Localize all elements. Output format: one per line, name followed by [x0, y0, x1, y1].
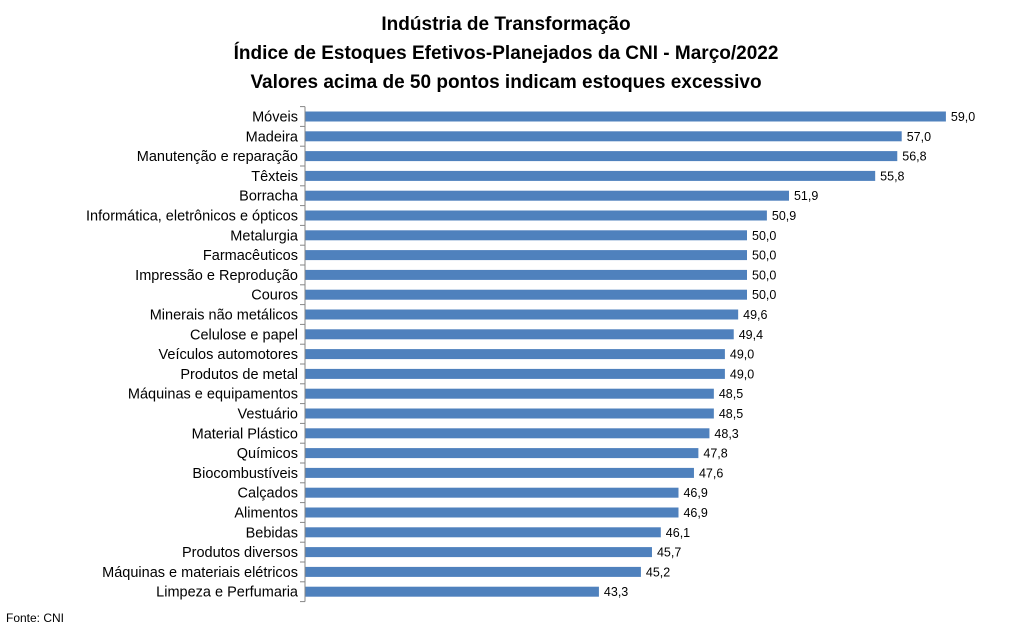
bar-18 — [305, 467, 694, 478]
bars-layer — [305, 111, 946, 597]
bar-8 — [305, 269, 747, 280]
category-label: Metalurgia — [230, 228, 299, 244]
category-label: Impressão e Reprodução — [135, 268, 298, 284]
value-label: 46,1 — [666, 526, 690, 540]
source-note: Fonte: CNI — [6, 611, 65, 625]
value-label: 46,9 — [683, 506, 707, 520]
value-label: 47,8 — [703, 447, 727, 461]
bar-4 — [305, 190, 789, 201]
category-label: Máquinas e equipamentos — [128, 387, 298, 403]
category-label: Manutenção e reparação — [137, 149, 298, 165]
bar-21 — [305, 527, 661, 538]
value-label: 43,3 — [604, 585, 628, 599]
bar-3 — [305, 170, 876, 181]
bar-20 — [305, 507, 679, 518]
category-label: Alimentos — [234, 506, 298, 522]
value-label: 49,6 — [743, 308, 767, 322]
category-label: Material Plástico — [192, 426, 298, 442]
bar-6 — [305, 230, 747, 241]
chart-title-line-2: Índice de Estoques Efetivos-Planejados d… — [233, 43, 779, 64]
value-label: 47,6 — [699, 466, 723, 480]
bar-0 — [305, 111, 946, 122]
value-label: 50,0 — [752, 229, 776, 243]
value-label: 45,2 — [646, 565, 670, 579]
value-label: 50,0 — [752, 268, 776, 282]
category-label: Biocombustíveis — [192, 466, 298, 482]
category-label: Veículos automotores — [159, 347, 298, 363]
bar-11 — [305, 329, 734, 340]
bar-23 — [305, 566, 641, 577]
category-labels: Móveis Madeira Manutenção e reparação Têxte… — [86, 110, 299, 601]
bar-2 — [305, 151, 898, 162]
value-label: 49,0 — [730, 367, 754, 381]
value-label: 46,9 — [683, 486, 707, 500]
value-label: 49,0 — [730, 348, 754, 362]
value-label: 45,7 — [657, 546, 681, 560]
value-label: 55,8 — [880, 169, 904, 183]
value-labels: 59,0 57,0 56,8 55,8 51,9 50,9 50,0 50,0 50,0 50,0… — [604, 110, 975, 599]
value-label: 59,0 — [951, 110, 975, 124]
value-label: 48,3 — [714, 427, 738, 441]
category-label: Bebidas — [246, 525, 298, 541]
chart-title-line-3: Valores acima de 50 pontos indicam estoq… — [250, 72, 762, 93]
value-label: 51,9 — [794, 189, 818, 203]
value-label: 48,5 — [719, 387, 743, 401]
bar-12 — [305, 349, 725, 360]
category-label: Celulose e papel — [190, 327, 298, 343]
category-label: Madeira — [246, 129, 299, 145]
category-label: Têxteis — [251, 169, 298, 185]
value-label: 57,0 — [907, 130, 931, 144]
value-label: 56,8 — [902, 150, 926, 164]
value-label: 49,4 — [739, 328, 763, 342]
category-label: Informática, eletrônicos e ópticos — [86, 209, 298, 225]
category-label: Limpeza e Perfumaria — [156, 585, 299, 601]
value-label: 48,5 — [719, 407, 743, 421]
bar-24 — [305, 586, 599, 597]
bar-16 — [305, 428, 710, 439]
category-label: Móveis — [252, 110, 298, 126]
bar-5 — [305, 210, 767, 221]
category-label: Couros — [251, 288, 298, 304]
bar-9 — [305, 289, 747, 300]
chart-title-line-1: Indústria de Transformação — [381, 14, 631, 35]
bar-14 — [305, 388, 714, 399]
bar-7 — [305, 250, 747, 261]
category-label: Minerais não metálicos — [150, 308, 298, 324]
category-label: Produtos de metal — [180, 367, 298, 383]
category-label: Calçados — [238, 486, 298, 502]
bar-15 — [305, 408, 714, 419]
value-label: 50,9 — [772, 209, 796, 223]
category-label: Farmacêuticos — [203, 248, 298, 264]
bar-13 — [305, 368, 725, 379]
category-label: Vestuário — [238, 407, 298, 423]
value-label: 50,0 — [752, 288, 776, 302]
category-label: Borracha — [239, 189, 299, 205]
bar-22 — [305, 547, 652, 558]
category-label: Máquinas e materiais elétricos — [102, 565, 298, 581]
value-label: 50,0 — [752, 249, 776, 263]
bar-10 — [305, 309, 739, 320]
chart-title: Indústria de Transformação Índice de Est… — [0, 10, 1012, 97]
category-axis — [300, 106, 306, 603]
category-label: Químicos — [237, 446, 298, 462]
category-label: Produtos diversos — [182, 545, 298, 561]
bar-1 — [305, 131, 902, 142]
bar-19 — [305, 487, 679, 498]
bar-17 — [305, 448, 699, 459]
